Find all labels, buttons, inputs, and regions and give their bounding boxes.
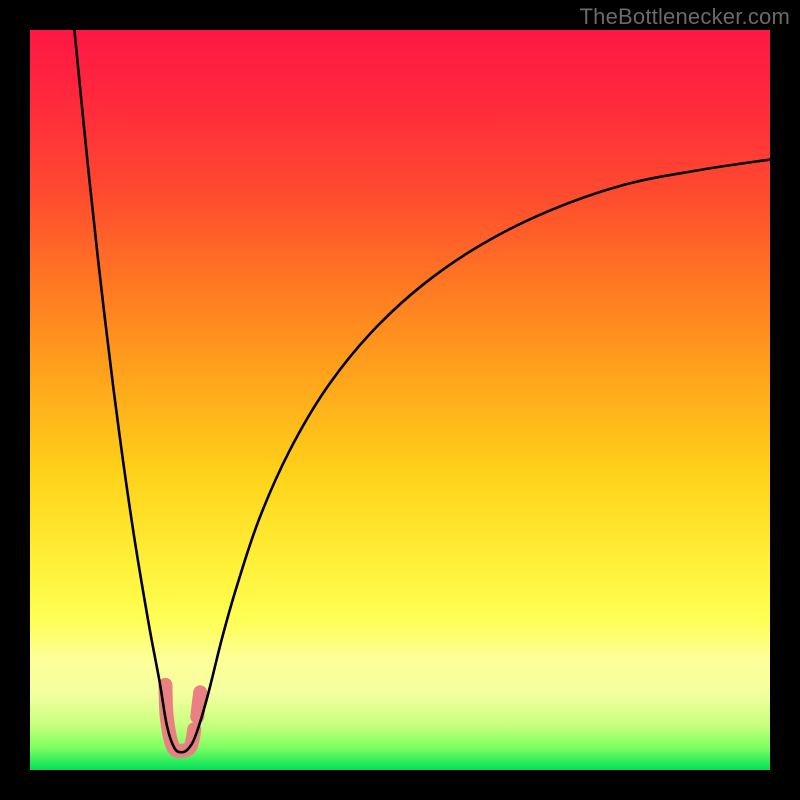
chart-container: TheBottlenecker.com [0, 0, 800, 800]
highlight-stroke [165, 685, 194, 751]
highlight-stroke [197, 692, 200, 716]
bottleneck-curve [74, 30, 770, 752]
watermark-text: TheBottlenecker.com [580, 4, 790, 30]
curve-layer [30, 30, 770, 770]
plot-area [30, 30, 770, 770]
